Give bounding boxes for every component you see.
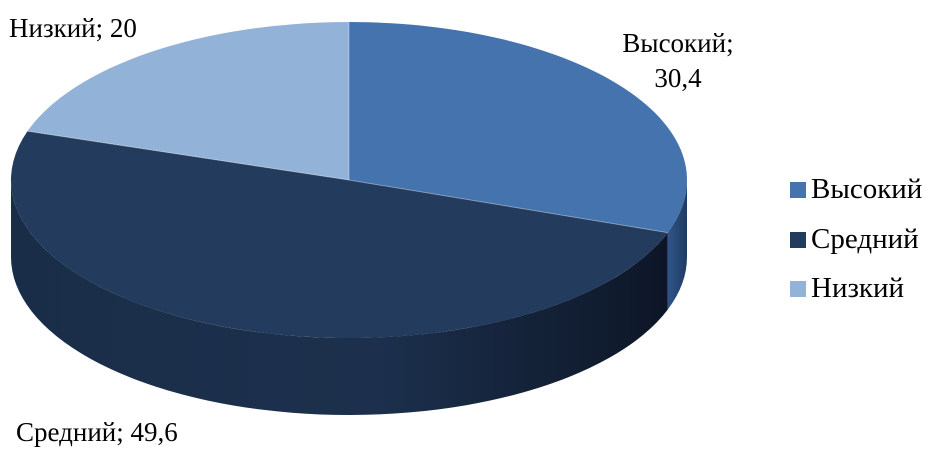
data-labels: Высокий; 30,4 Средний; 49,6 Низкий; 20 [9, 13, 734, 447]
legend-swatch-high [790, 182, 806, 198]
data-label-high-line1: Высокий; [622, 28, 733, 58]
pie-separator-mid [348, 179, 668, 234]
pie-slice-mid [10, 131, 668, 339]
data-label-mid: Средний; 49,6 [16, 417, 178, 447]
pie-side-mid [10, 180, 668, 416]
legend-label-high: Высокий [811, 173, 922, 205]
legend-swatch-mid [790, 232, 806, 248]
pie-slice-low [27, 22, 349, 180]
legend-item-low: Низкий [790, 272, 904, 304]
legend-item-mid: Средний [790, 223, 919, 255]
legend: Высокий Средний Низкий [790, 173, 922, 304]
legend-label-low: Низкий [811, 272, 904, 304]
data-label-high-line2: 30,4 [654, 63, 702, 93]
legend-label-mid: Средний [811, 223, 919, 255]
legend-item-high: Высокий [790, 173, 922, 205]
pie-slice-high [349, 22, 688, 233]
pie-side-high [667, 180, 687, 310]
data-label-low: Низкий; 20 [9, 13, 137, 43]
legend-swatch-low [790, 281, 806, 297]
pie-layer [10, 22, 688, 416]
pie-separator-low [27, 130, 350, 181]
